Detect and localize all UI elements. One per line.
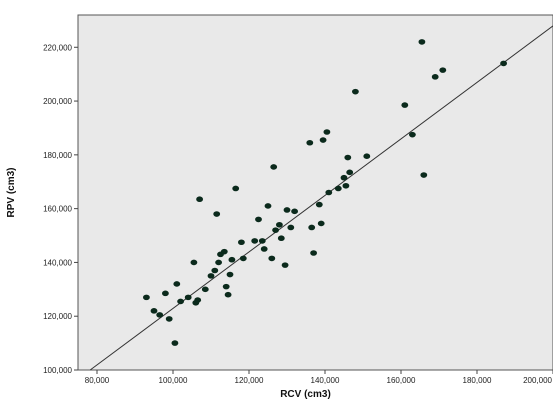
- data-point: [340, 174, 348, 181]
- x-axis: 80,000 100,000 120,000 140,000 160,000 180,00…: [85, 370, 553, 385]
- fit-line-group: [89, 25, 553, 371]
- x-tick-label: 100,000: [159, 376, 188, 385]
- y-tick-label: 100,000: [43, 366, 72, 375]
- data-point: [196, 196, 204, 203]
- data-point: [150, 308, 158, 314]
- data-point: [420, 172, 428, 178]
- data-point: [215, 259, 223, 266]
- y-tick-label: 160,000: [43, 205, 72, 214]
- data-point: [334, 185, 342, 192]
- x-tick-label: 140,000: [311, 376, 340, 385]
- fit-line: [89, 25, 553, 371]
- plot-area: [77, 14, 553, 371]
- x-axis-title: RCV (cm3): [280, 389, 331, 400]
- data-point: [344, 154, 352, 161]
- data-point: [165, 316, 173, 322]
- data-point: [194, 297, 202, 303]
- points-group: [143, 39, 507, 346]
- data-point: [310, 250, 317, 256]
- data-point: [239, 255, 247, 262]
- y-axis: 100,000 120,000 140,000 160,000 180,000 200,0…: [43, 43, 78, 375]
- x-tick-label: 80,000: [85, 376, 110, 385]
- data-point: [287, 224, 295, 231]
- data-point: [317, 220, 325, 227]
- data-point: [213, 211, 221, 217]
- y-tick-label: 200,000: [43, 97, 72, 106]
- data-point: [352, 88, 359, 95]
- data-point: [260, 246, 268, 252]
- y-tick-label: 220,000: [43, 43, 72, 52]
- x-tick-label: 160,000: [387, 376, 416, 385]
- data-point: [306, 139, 314, 146]
- data-point: [409, 131, 416, 138]
- data-point: [207, 273, 215, 279]
- data-point: [156, 312, 164, 318]
- data-point: [431, 74, 439, 80]
- data-point: [283, 207, 291, 213]
- data-point: [224, 291, 232, 298]
- data-point: [171, 340, 179, 346]
- data-point: [232, 185, 240, 192]
- data-point: [184, 294, 192, 301]
- data-point: [342, 182, 350, 189]
- data-point: [258, 238, 266, 244]
- data-point: [315, 201, 323, 208]
- y-tick-label: 120,000: [43, 312, 72, 321]
- data-point: [222, 283, 230, 290]
- data-point: [226, 271, 234, 278]
- y-tick-label: 180,000: [43, 151, 72, 160]
- x-tick-label: 180,000: [463, 376, 492, 385]
- data-point: [220, 248, 228, 255]
- data-point: [439, 67, 447, 73]
- y-axis-title: RPV (cm3): [6, 167, 17, 217]
- data-point: [190, 259, 198, 266]
- data-point: [173, 281, 181, 287]
- data-point: [308, 224, 316, 231]
- data-point: [277, 235, 285, 242]
- data-point: [255, 216, 262, 223]
- x-tick-label: 200,000: [523, 376, 552, 385]
- y-tick-label: 140,000: [43, 258, 72, 267]
- data-point: [346, 169, 354, 176]
- data-point: [264, 203, 272, 209]
- data-point: [177, 298, 185, 305]
- data-point: [143, 294, 150, 301]
- data-point: [418, 39, 426, 45]
- data-point: [211, 267, 219, 274]
- data-point: [319, 137, 327, 143]
- data-point: [270, 164, 278, 170]
- data-point: [162, 290, 169, 297]
- data-point: [251, 238, 259, 244]
- data-point: [268, 255, 276, 262]
- x-tick-label: 120,000: [235, 376, 264, 385]
- data-point: [201, 286, 209, 293]
- data-point: [238, 239, 245, 246]
- data-point: [276, 221, 283, 228]
- data-point: [325, 189, 333, 196]
- data-point: [363, 153, 371, 159]
- data-point: [401, 102, 409, 108]
- data-point: [272, 227, 279, 233]
- data-point: [228, 256, 236, 263]
- data-point: [281, 262, 289, 268]
- data-point: [323, 129, 331, 135]
- data-point: [291, 208, 298, 215]
- data-point: [500, 60, 507, 67]
